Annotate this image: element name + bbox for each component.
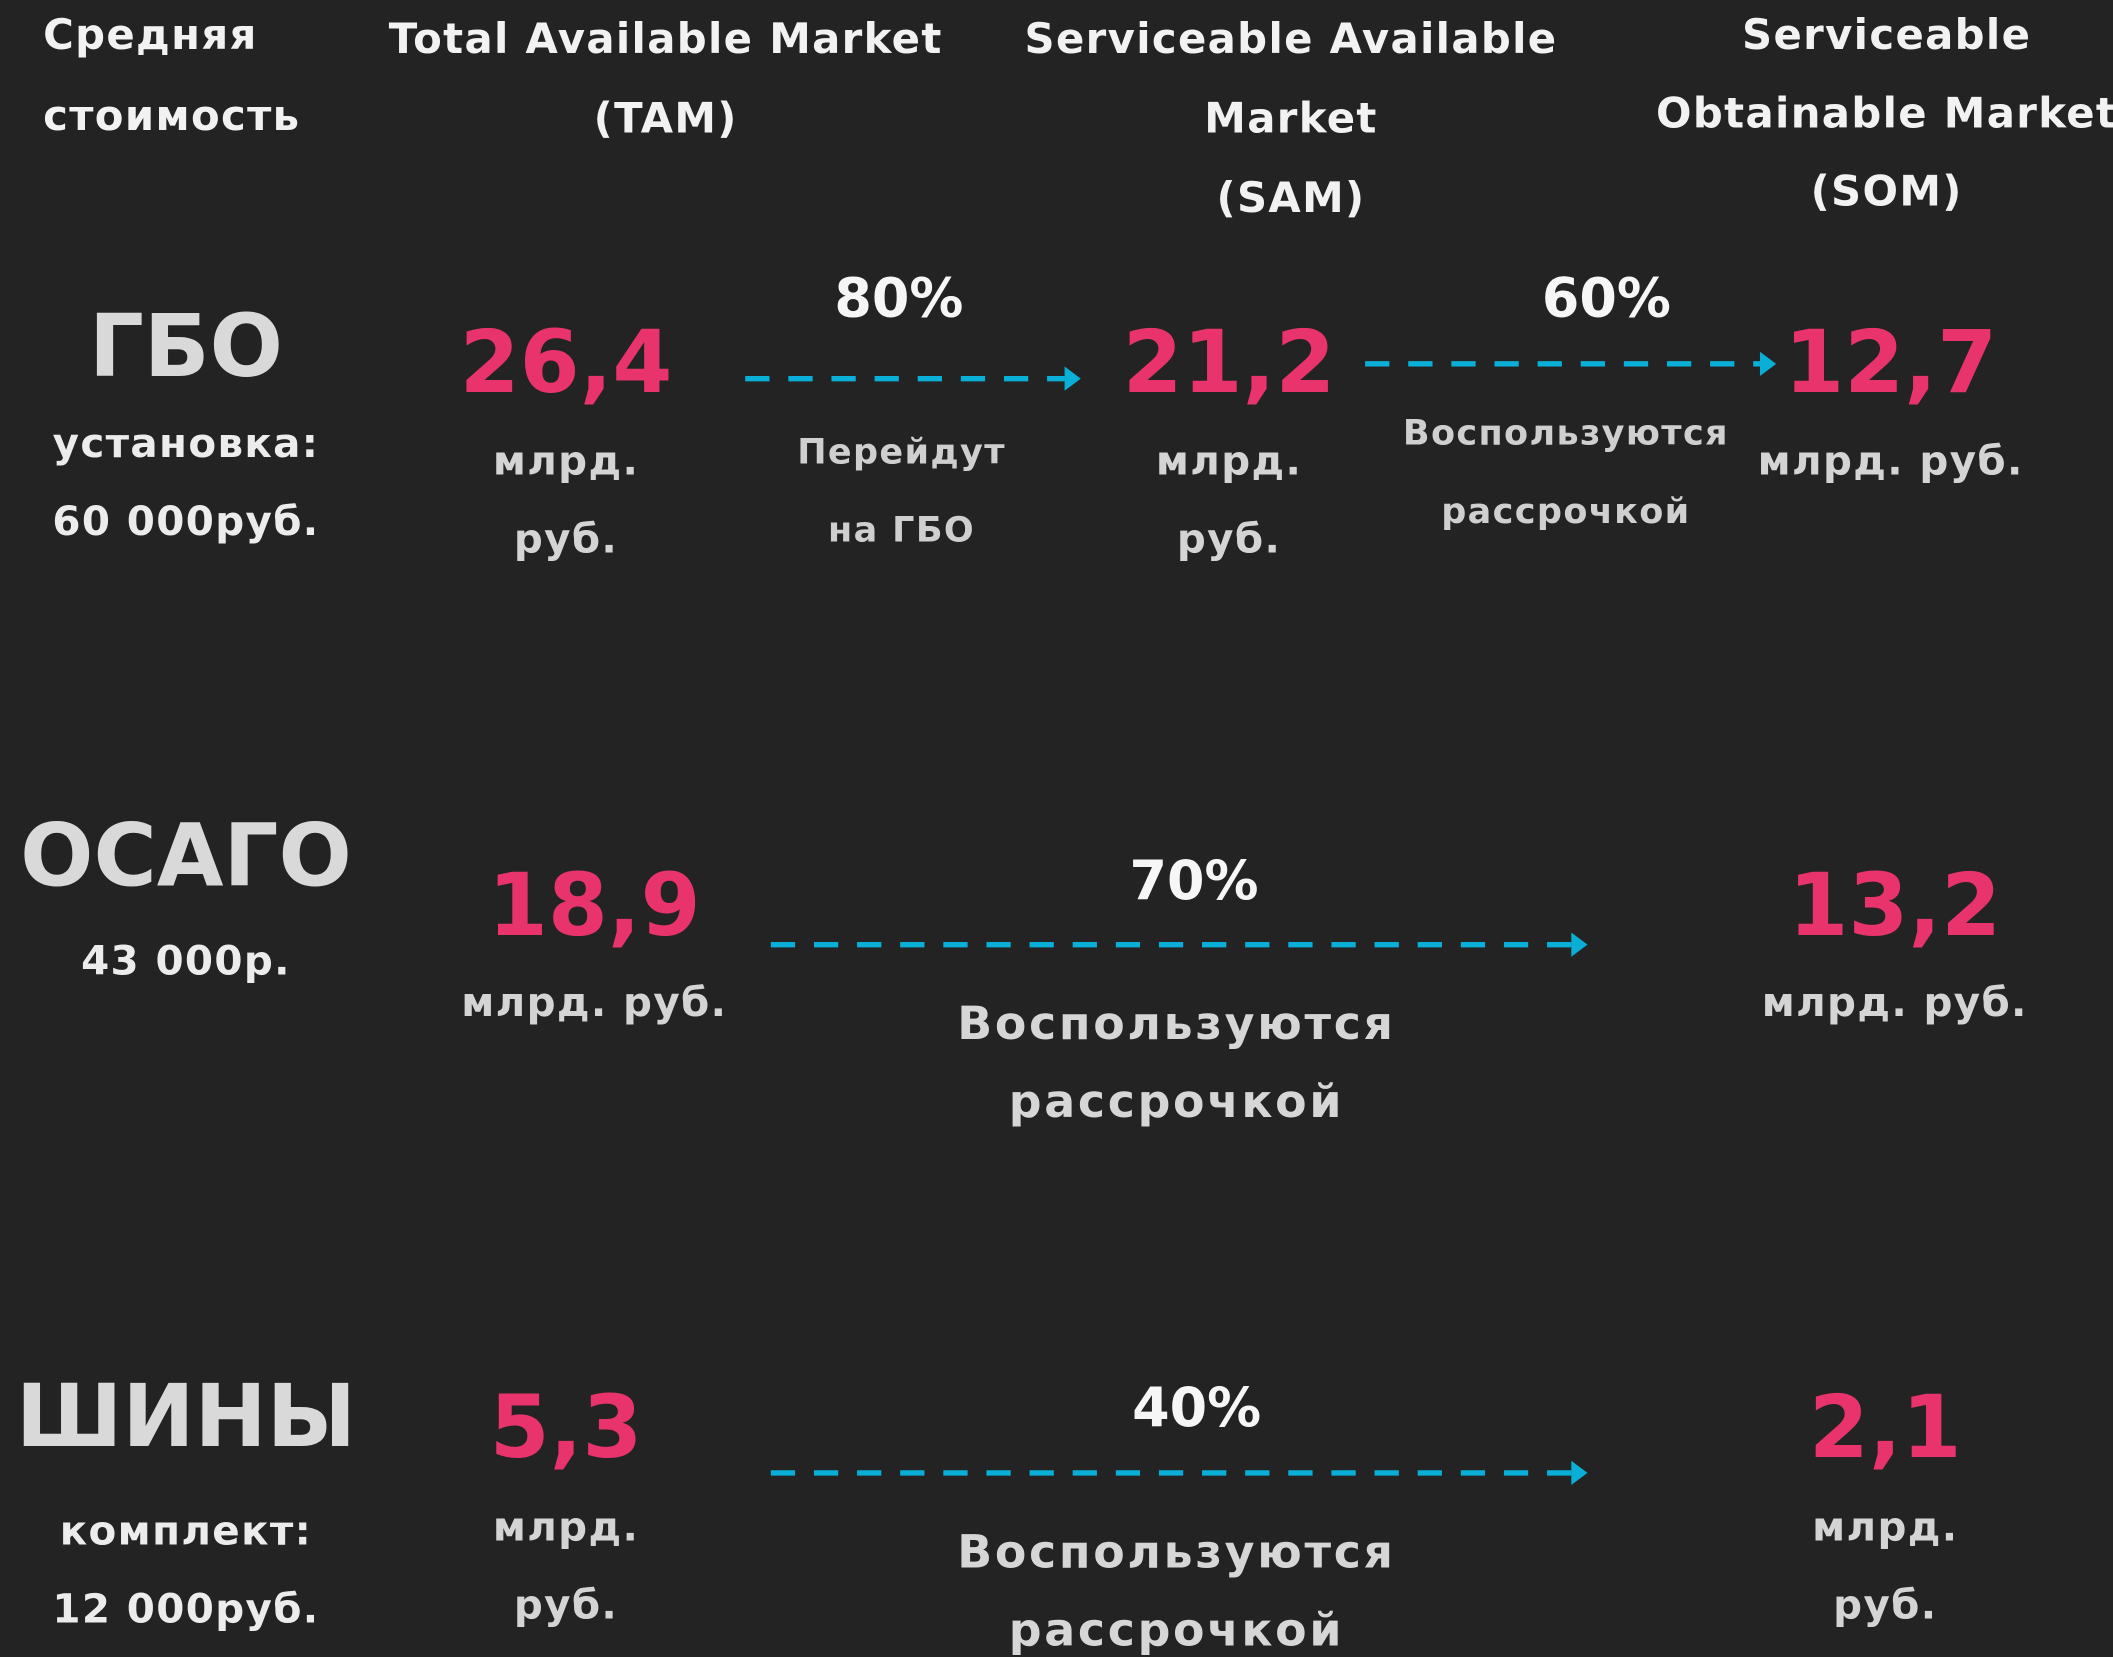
- som-unit: руб.: [1833, 1582, 1938, 1630]
- som-unit: млрд.: [1812, 1503, 1959, 1552]
- segment-cost: 43 000р.: [81, 937, 291, 986]
- conversion-note: рассрочкой: [1008, 1075, 1345, 1130]
- header-text: Total Available Market: [388, 15, 943, 65]
- header-text: Serviceable: [1742, 11, 2032, 60]
- arrow-head: [1571, 932, 1588, 957]
- header-text: Средняя: [43, 11, 258, 60]
- tam-unit: млрд. руб.: [461, 979, 728, 1027]
- sam-value: 21,2: [1122, 313, 1336, 414]
- arrow-head: [1064, 366, 1081, 391]
- som-unit: млрд. руб.: [1761, 979, 2028, 1027]
- segment-name: ОСАГО: [20, 807, 352, 907]
- som-value: 13,2: [1788, 857, 2002, 957]
- arrow-head: [1571, 1460, 1588, 1486]
- conversion-note: Воспользуются: [1402, 413, 1729, 455]
- som-value: 2,1: [1808, 1378, 1962, 1479]
- segment-name: ГБО: [88, 297, 283, 398]
- segment-cost: 12 000руб.: [52, 1586, 320, 1634]
- conversion-percent: 60%: [1541, 268, 1671, 331]
- header-text: стоимость: [43, 92, 301, 141]
- header-text: (SOM): [1810, 167, 1963, 217]
- conversion-note: рассрочкой: [1441, 491, 1691, 533]
- header-text: Market: [1204, 95, 1378, 144]
- tam-unit: руб.: [513, 1582, 619, 1630]
- header-text: Obtainable Market: [1656, 89, 2113, 139]
- tam-unit: млрд.: [492, 1503, 640, 1552]
- tam-value: 18,9: [487, 857, 701, 957]
- segment-cost: 60 000руб.: [52, 498, 320, 546]
- conversion-note: рассрочкой: [1008, 1603, 1345, 1657]
- segment-cost: установка:: [52, 420, 320, 468]
- sam-unit: млрд.: [1155, 437, 1303, 486]
- segment-cost: комплект:: [59, 1507, 313, 1556]
- conversion-percent: 80%: [834, 268, 964, 331]
- header-text: (TAM): [593, 95, 738, 144]
- som-unit: млрд. руб.: [1757, 437, 2024, 486]
- conversion-note: Воспользуются: [957, 997, 1396, 1052]
- tam-unit: млрд.: [492, 437, 640, 486]
- arrow-head: [1759, 351, 1777, 376]
- segment-name: ШИНЫ: [15, 1367, 357, 1468]
- conversion-note: на ГБО: [828, 510, 976, 552]
- tam-value: 26,4: [459, 313, 673, 414]
- tam-unit: руб.: [513, 516, 619, 564]
- conversion-percent: 40%: [1132, 1377, 1262, 1440]
- tam-value: 5,3: [489, 1378, 643, 1479]
- sam-unit: руб.: [1176, 516, 1282, 564]
- conversion-percent: 70%: [1129, 850, 1259, 913]
- conversion-note: Перейдут: [797, 432, 1006, 474]
- header-text: Serviceable Available: [1024, 15, 1558, 65]
- som-value: 12,7: [1784, 313, 1998, 414]
- conversion-note: Воспользуются: [957, 1525, 1396, 1580]
- header-text: (SAM): [1216, 174, 1366, 224]
